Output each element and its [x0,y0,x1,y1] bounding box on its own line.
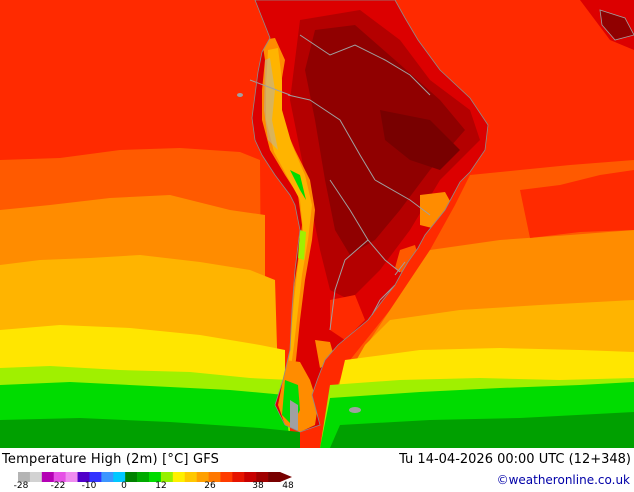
forecast-datetime: Tu 14-04-2026 00:00 UTC (12+348) [399,452,631,467]
legend-tick: 38 [252,481,264,491]
legend-swatch [53,472,66,482]
legend-swatch [149,472,162,482]
legend-tick: -22 [50,481,66,491]
legend-swatch [172,472,186,482]
legend-tick: 48 [282,481,294,491]
legend-swatch [29,472,43,482]
legend-arrow [280,472,292,482]
legend-swatch [113,472,126,482]
legend-swatch [196,472,209,482]
legend-swatch [65,472,78,482]
legend-tick: 0 [121,481,127,491]
legend-swatch [41,472,55,482]
credit-link[interactable]: ©weatheronline.co.uk [496,473,630,487]
legend-swatch [77,472,90,482]
temperature-map[interactable] [0,0,634,448]
legend-swatch [160,472,174,482]
legend-tick: 26 [204,481,216,491]
legend-swatch [256,472,269,482]
legend-swatch [137,472,150,482]
legend-swatch [232,472,245,482]
color-legend-bar [18,472,292,482]
color-legend [18,472,292,482]
legend-swatch [125,472,138,482]
legend-tick: -28 [13,481,29,491]
legend-ticks: -28 -22 -10 0 12 26 38 48 [0,482,320,492]
footer-bar: Temperature High (2m) [°C] GFS Tu 14-04-… [0,448,634,492]
legend-swatch [244,472,257,482]
temperature-map-canvas [0,0,634,448]
legend-swatch [101,472,114,482]
legend-swatch [18,472,31,482]
map-title: Temperature High (2m) [°C] GFS [2,452,220,467]
legend-swatch [268,472,281,482]
legend-swatch [184,472,197,482]
legend-swatch [89,472,102,482]
legend-swatch [208,472,221,482]
legend-swatch [220,472,233,482]
legend-tick: 12 [155,481,167,491]
legend-tick: -10 [81,481,97,491]
